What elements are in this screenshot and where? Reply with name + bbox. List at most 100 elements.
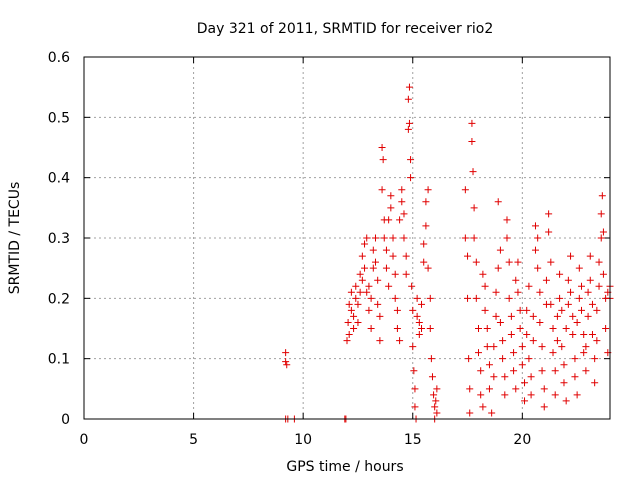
data-point xyxy=(505,294,513,302)
data-point xyxy=(597,234,605,242)
chart-title: Day 321 of 2011, SRMTID for receiver rio… xyxy=(197,21,494,37)
data-point xyxy=(599,270,607,278)
data-point xyxy=(582,367,590,375)
data-point xyxy=(407,174,415,182)
data-point xyxy=(422,222,430,230)
data-point xyxy=(593,337,601,345)
data-point xyxy=(402,252,410,260)
data-point xyxy=(378,144,386,151)
data-point xyxy=(477,391,485,399)
x-axis-title: GPS time / hours xyxy=(286,459,403,475)
data-point xyxy=(503,216,511,224)
data-point xyxy=(379,156,387,164)
data-point xyxy=(427,355,435,363)
y-tick-labels: 0 0.1 0.2 0.3 0.4 0.5 0.6 xyxy=(48,50,70,428)
data-point xyxy=(413,312,421,320)
data-point xyxy=(492,288,500,296)
data-point xyxy=(365,306,373,314)
data-point xyxy=(512,385,520,393)
data-point xyxy=(382,246,390,254)
data-point xyxy=(361,264,369,272)
data-point xyxy=(485,385,493,393)
data-point xyxy=(282,349,290,357)
data-point xyxy=(466,409,474,417)
data-point xyxy=(538,367,546,375)
data-point xyxy=(602,325,610,332)
data-point xyxy=(567,288,575,296)
data-point xyxy=(571,355,579,363)
data-point xyxy=(545,228,553,236)
data-point xyxy=(560,379,568,387)
data-point xyxy=(595,258,603,266)
data-point xyxy=(598,192,606,200)
data-point xyxy=(510,349,518,357)
data-point xyxy=(490,373,498,381)
data-point xyxy=(405,119,413,127)
x-tick-labels: 0 5 10 15 20 xyxy=(80,432,532,448)
data-point xyxy=(387,204,395,212)
data-point xyxy=(490,343,498,351)
data-point xyxy=(431,403,439,411)
data-point xyxy=(345,300,353,308)
data-point xyxy=(410,367,418,375)
data-point xyxy=(424,186,432,194)
data-point xyxy=(461,234,469,242)
data-point xyxy=(411,403,419,411)
data-point xyxy=(540,385,548,393)
data-point xyxy=(525,282,533,290)
data-point xyxy=(422,198,430,206)
data-point xyxy=(582,343,590,351)
data-point xyxy=(512,276,520,284)
data-point xyxy=(398,186,406,194)
data-point xyxy=(283,361,291,369)
data-point xyxy=(481,282,489,290)
data-point xyxy=(345,331,353,339)
data-point xyxy=(527,391,535,399)
data-point xyxy=(350,312,358,320)
data-point xyxy=(363,234,371,242)
data-point xyxy=(415,331,423,339)
data-point xyxy=(538,343,546,351)
data-point xyxy=(494,264,502,272)
data-point xyxy=(578,306,586,314)
data-point xyxy=(584,288,592,296)
data-point xyxy=(584,312,592,320)
data-point xyxy=(418,300,426,308)
data-point xyxy=(536,318,544,326)
data-point xyxy=(551,367,559,375)
data-point xyxy=(571,373,579,381)
data-point xyxy=(475,349,482,357)
data-point xyxy=(376,312,384,320)
data-point xyxy=(503,234,511,242)
data-point xyxy=(534,264,542,272)
data-point xyxy=(595,282,603,290)
data-point xyxy=(521,397,529,405)
data-point xyxy=(507,312,515,320)
x-tick-label: 15 xyxy=(404,432,422,448)
data-point xyxy=(588,300,596,308)
data-point xyxy=(481,306,489,314)
data-point xyxy=(501,391,509,399)
data-point xyxy=(529,312,537,320)
data-point xyxy=(560,361,568,369)
data-point xyxy=(466,385,474,393)
data-point xyxy=(426,294,434,302)
data-point xyxy=(488,409,496,417)
data-point xyxy=(586,276,594,284)
data-point xyxy=(505,258,513,266)
data-point xyxy=(564,276,572,284)
axis-ticks xyxy=(83,56,610,420)
data-point xyxy=(400,210,408,218)
data-point xyxy=(393,306,401,314)
data-point xyxy=(540,403,548,411)
data-point xyxy=(588,331,596,339)
data-point xyxy=(562,325,570,332)
data-point xyxy=(593,306,601,314)
data-point xyxy=(461,186,469,194)
data-point xyxy=(527,373,535,381)
data-point xyxy=(382,264,390,272)
data-point xyxy=(580,349,588,357)
data-point xyxy=(380,234,388,242)
data-point xyxy=(465,355,473,363)
data-point xyxy=(494,198,502,206)
